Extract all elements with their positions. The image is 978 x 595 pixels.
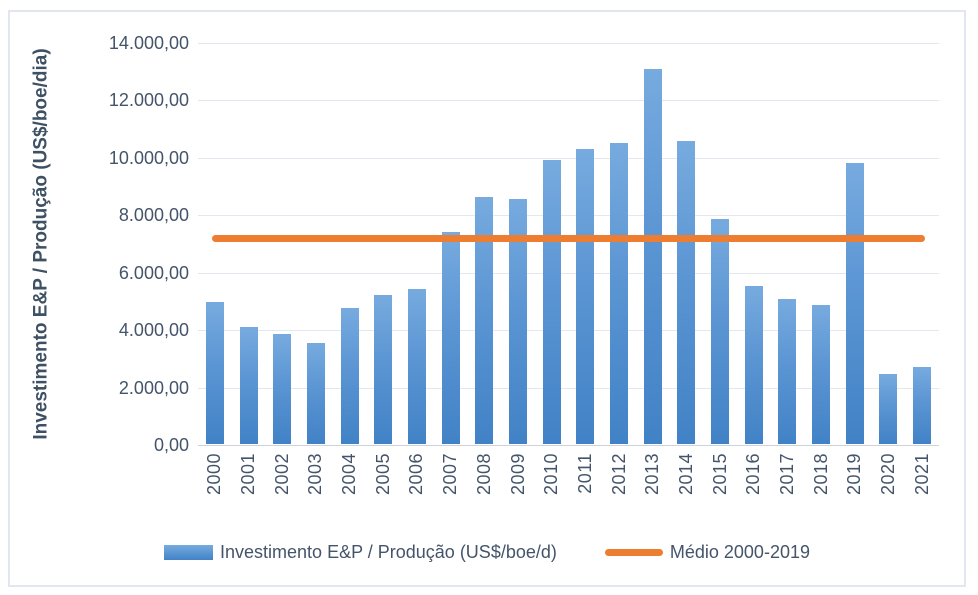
bar-2004: [340, 308, 359, 444]
x-tick-label-2013: 2013: [642, 453, 663, 496]
bar-2011: [576, 148, 595, 444]
x-tick-slot: 2003: [299, 453, 333, 495]
gridline: [198, 215, 939, 217]
y-axis-tick-labels: 14.000,00 12.000,00 10.000,00 8.000,00 6.000…: [10, 34, 189, 454]
y-tick-label: 2.000,00: [118, 377, 189, 398]
x-tick-slot: 2013: [636, 453, 670, 495]
x-tick-label-2002: 2002: [271, 453, 292, 496]
x-tick-label-2019: 2019: [844, 453, 865, 496]
x-axis-tick-labels: 2000 2001 2002 2003 2004 2005 2006 2007 2008 2009…: [198, 453, 939, 495]
legend-item-average: Médio 2000-2019: [604, 542, 810, 563]
y-tick-label: 10.000,00: [108, 147, 189, 168]
bar-2003: [306, 343, 325, 444]
x-tick-slot: 2000: [198, 453, 232, 495]
gridline: [198, 100, 939, 102]
bar-2002: [273, 334, 292, 444]
bar-2010: [542, 159, 561, 444]
bar-2015: [711, 218, 730, 444]
bar-2000: [205, 301, 224, 444]
legend-label-investment: Investimento E&P / Produção (US$/boe/d): [220, 542, 557, 562]
x-tick-label-2021: 2021: [911, 453, 932, 496]
y-tick-label: 8.000,00: [118, 205, 189, 226]
bar-2006: [407, 288, 426, 444]
bar-2014: [677, 141, 696, 444]
x-tick-slot: 2017: [771, 453, 805, 495]
x-tick-label-2008: 2008: [473, 453, 494, 496]
x-tick-label-2017: 2017: [777, 453, 798, 496]
average-line: [211, 235, 926, 243]
plot-area: [198, 43, 939, 446]
bar-2008: [475, 197, 494, 444]
x-tick-slot: 2021: [905, 453, 939, 495]
gridline: [198, 387, 939, 389]
x-tick-label-2007: 2007: [440, 453, 461, 496]
x-tick-slot: 2012: [602, 453, 636, 495]
x-tick-slot: 2009: [501, 453, 535, 495]
x-tick-label-2003: 2003: [305, 453, 326, 496]
y-tick-label: 0,00: [153, 435, 189, 455]
x-tick-slot: 2008: [468, 453, 502, 495]
x-tick-label-2006: 2006: [406, 453, 427, 496]
x-tick-slot: 2014: [670, 453, 704, 495]
x-tick-slot: 2020: [872, 453, 906, 495]
x-tick-slot: 2010: [535, 453, 569, 495]
x-tick-label-2012: 2012: [608, 453, 629, 496]
x-tick-slot: 2007: [434, 453, 468, 495]
x-tick-slot: 2018: [804, 453, 838, 495]
bar-2020: [879, 373, 898, 444]
legend: Investimento E&P / Produção (US$/boe/d) …: [10, 542, 964, 563]
bar-series-swatch-icon: [164, 545, 214, 560]
bar-2019: [845, 162, 864, 444]
bar-2005: [374, 295, 393, 444]
x-tick-slot: 2004: [333, 453, 367, 495]
y-tick-label: 6.000,00: [118, 262, 189, 283]
bar-2012: [610, 143, 629, 444]
legend-label-average: Médio 2000-2019: [669, 542, 810, 562]
x-tick-slot: 2002: [265, 453, 299, 495]
x-tick-slot: 2006: [400, 453, 434, 495]
gridline: [198, 43, 939, 44]
bar-2009: [508, 198, 527, 444]
x-tick-label-2010: 2010: [541, 453, 562, 496]
bar-2018: [812, 305, 831, 444]
bar-2007: [441, 231, 460, 444]
x-axis-line: [198, 445, 939, 446]
x-tick-label-2020: 2020: [878, 453, 899, 496]
x-tick-slot: 2019: [838, 453, 872, 495]
chart-frame: Investimento E&P / Produção (US$/boe/dia…: [8, 10, 966, 587]
x-tick-label-2009: 2009: [507, 453, 528, 496]
bar-2017: [778, 298, 797, 444]
x-tick-label-2005: 2005: [372, 453, 393, 496]
bar-2001: [239, 327, 258, 444]
x-tick-slot: 2001: [232, 453, 266, 495]
x-tick-label-2011: 2011: [574, 453, 595, 494]
x-tick-label-2015: 2015: [709, 453, 730, 496]
y-tick-label: 14.000,00: [108, 33, 189, 53]
x-tick-label-2014: 2014: [675, 453, 696, 496]
x-tick-slot: 2005: [366, 453, 400, 495]
legend-item-investment: Investimento E&P / Produção (US$/boe/d): [164, 542, 557, 563]
x-tick-label-2000: 2000: [204, 453, 225, 496]
y-tick-label: 4.000,00: [118, 320, 189, 341]
x-tick-slot: 2011: [569, 453, 603, 495]
average-line-swatch-icon: [604, 549, 663, 556]
gridline: [198, 272, 939, 274]
x-tick-label-2016: 2016: [743, 453, 764, 496]
gridline: [198, 157, 939, 159]
bar-2021: [913, 367, 932, 444]
gridline: [198, 330, 939, 332]
bar-2016: [744, 285, 763, 444]
x-tick-label-2018: 2018: [810, 453, 831, 496]
x-tick-label-2001: 2001: [238, 453, 259, 496]
bar-2013: [643, 69, 662, 444]
y-tick-label: 12.000,00: [108, 90, 189, 111]
x-tick-label-2004: 2004: [339, 453, 360, 496]
x-tick-slot: 2015: [703, 453, 737, 495]
x-tick-slot: 2016: [737, 453, 771, 495]
